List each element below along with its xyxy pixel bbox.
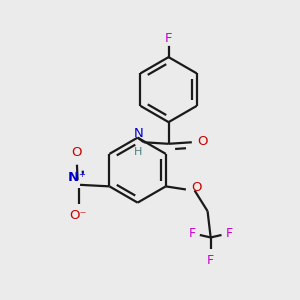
Text: F: F [165, 32, 172, 45]
Text: F: F [207, 254, 214, 267]
Text: F: F [226, 227, 232, 240]
Text: F: F [189, 227, 196, 240]
Text: O: O [71, 146, 82, 159]
Text: N: N [68, 171, 79, 184]
Text: O⁻: O⁻ [69, 209, 87, 222]
Text: O: O [191, 182, 201, 194]
Text: O: O [197, 135, 208, 148]
Text: +: + [78, 170, 85, 179]
Text: N: N [134, 128, 143, 140]
Text: H: H [134, 147, 142, 157]
